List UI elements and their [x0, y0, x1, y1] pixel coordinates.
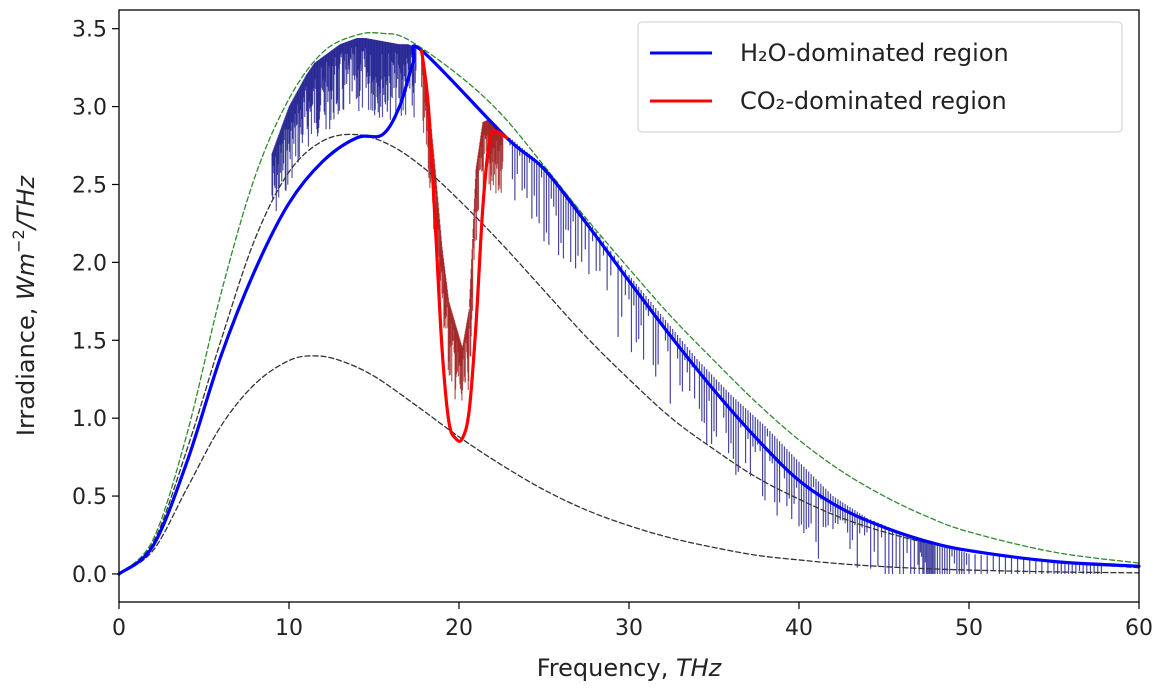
- y-tick-label: 0.5: [72, 485, 107, 510]
- x-tick-label: 30: [615, 616, 643, 641]
- x-tick-label: 60: [1125, 616, 1153, 641]
- x-tick-label: 50: [955, 616, 983, 641]
- x-tick-label: 0: [112, 616, 126, 641]
- legend-box: [637, 21, 1123, 133]
- legend: H₂O-dominated region CO₂-dominated regio…: [637, 21, 1123, 133]
- y-tick-label: 2.5: [72, 173, 107, 198]
- y-tick-label: 3.5: [72, 18, 107, 43]
- series-line-3: [118, 133, 1140, 575]
- legend-label-co2: CO₂-dominated region: [740, 87, 1007, 115]
- spectrum-band-0: [271, 38, 417, 212]
- x-tick-label: 10: [275, 616, 303, 641]
- x-axis-ticks: 0 10 20 30 40 50 60: [112, 602, 1153, 641]
- y-tick-label: 2.0: [72, 251, 107, 276]
- y-tick-label: 0.0: [72, 563, 107, 588]
- series-lines: [117, 32, 1141, 576]
- series-line-0: [117, 44, 1141, 576]
- x-axis-label: Frequency, THz: [537, 654, 723, 682]
- y-tick-label: 3.0: [72, 96, 107, 121]
- series-line-4: [118, 355, 1140, 575]
- y-tick-label: 1.5: [72, 329, 107, 354]
- x-tick-label: 20: [445, 616, 473, 641]
- y-tick-label: 1.0: [72, 407, 107, 432]
- legend-label-h2o: H₂O-dominated region: [740, 39, 1009, 67]
- y-axis-ticks: 0.0 0.5 1.0 1.5 2.0 2.5 3.0 3.5: [72, 18, 119, 588]
- x-tick-label: 40: [785, 616, 813, 641]
- series-line-2: [118, 32, 1140, 575]
- series-line-1: [420, 48, 509, 443]
- spectrum-band-2: [509, 137, 1102, 574]
- y-axis-label: Irradiance, Wm−2/THz: [9, 174, 40, 436]
